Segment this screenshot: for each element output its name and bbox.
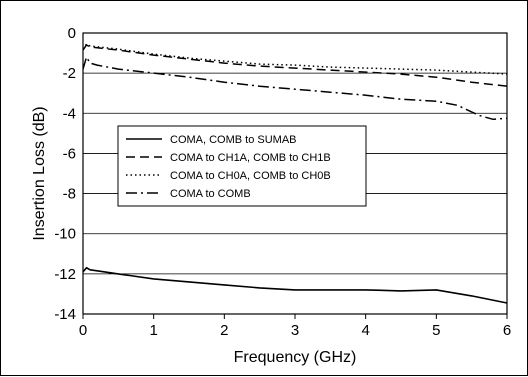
legend-label: COMA, COMB to SUMAB (170, 134, 297, 146)
series-line (82, 43, 508, 75)
y-tick-label: -6 (63, 145, 76, 162)
legend: COMA, COMB to SUMAB COMA to CH1A, COMB to… (117, 125, 367, 207)
x-tick-label: 1 (149, 322, 157, 339)
y-tick-label: 0 (68, 25, 76, 42)
y-tick-label: -12 (54, 266, 76, 283)
series-line (82, 266, 508, 304)
x-tick-label: 3 (291, 322, 299, 339)
x-tick-label: 0 (79, 322, 87, 339)
y-tick-label: -2 (63, 65, 76, 82)
x-tick-label: 5 (432, 322, 440, 339)
legend-label: COMA to CH0A, COMB to CH0B (170, 170, 331, 182)
x-axis-title: Frequency (GHz) (234, 349, 357, 366)
y-tick-label: -8 (63, 186, 76, 203)
legend-label: COMA to COMB (170, 188, 251, 200)
y-axis-title: Insertion Loss (dB) (31, 106, 48, 240)
series-line (82, 44, 508, 87)
y-tick-label: -10 (54, 226, 76, 243)
y-tick-label: -4 (63, 105, 76, 122)
legend-label: COMA to CH1A, COMB to CH1B (170, 152, 331, 164)
x-tick-label: 4 (361, 322, 369, 339)
x-tick-label: 2 (220, 322, 228, 339)
series-line (82, 55, 508, 121)
y-tick-label: -14 (54, 306, 76, 323)
x-tick-label: 6 (503, 322, 511, 339)
